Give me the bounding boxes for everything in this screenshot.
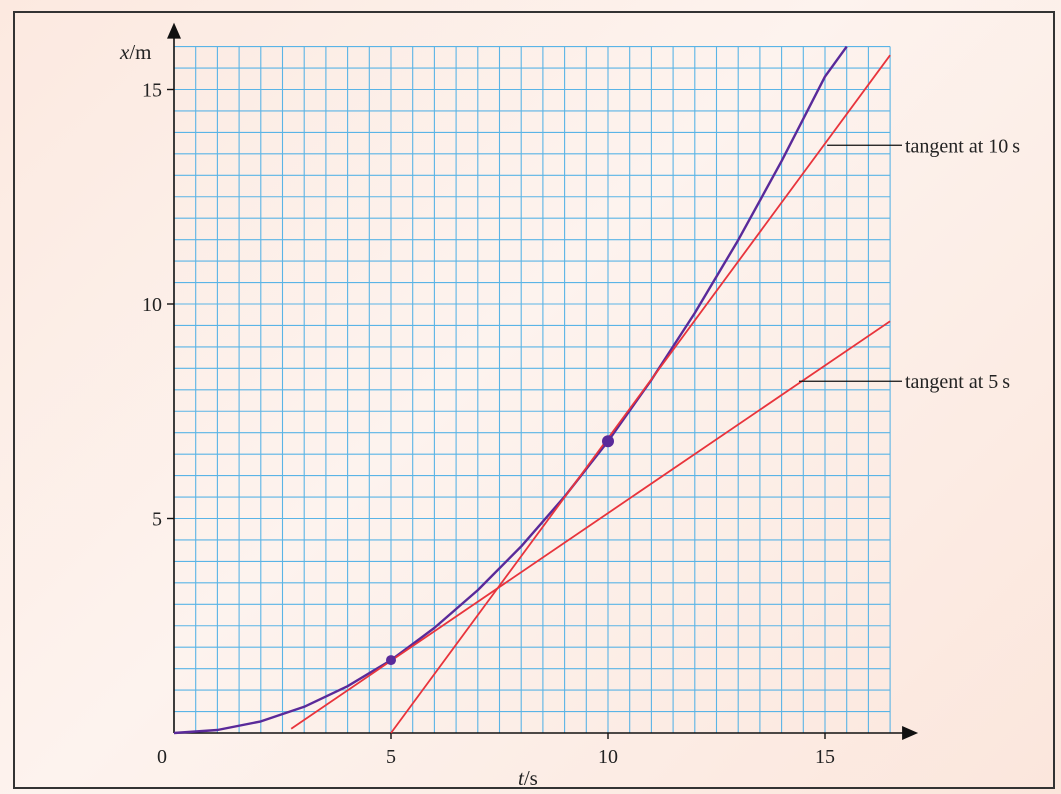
tangent-line (390, 54, 891, 734)
y-axis-unit: /m (129, 40, 151, 64)
annotation-label: tangent at 10 s (905, 135, 1020, 157)
x-axis-variable: t (518, 766, 525, 790)
y-axis-label: x/m (119, 40, 152, 64)
y-tick-label: 5 (152, 509, 162, 531)
x-axis-arrow (902, 726, 919, 740)
y-tick-label: 10 (142, 294, 162, 316)
y-axis-variable: x (119, 40, 130, 64)
figure-frame (13, 11, 1055, 789)
curve-line (173, 45, 848, 735)
origin-label: 0 (157, 746, 167, 768)
curve-point (602, 435, 614, 448)
x-axis-label: t/s (518, 766, 538, 790)
x-axis-unit: /s (524, 766, 538, 790)
tangent-line (290, 320, 891, 730)
annotations: tangent at 10 s tangent at 5 s (798, 135, 1020, 393)
y-axis-arrow (167, 22, 181, 39)
x-tick-label: 10 (598, 746, 618, 768)
grid (173, 46, 891, 734)
axes: 5 10 15 5 10 15 (142, 22, 919, 768)
y-tick-label: 15 (142, 80, 162, 102)
x-tick-label: 15 (815, 746, 835, 768)
annotation-label: tangent at 5 s (905, 371, 1010, 393)
curve-point (386, 655, 396, 666)
series-group (173, 45, 891, 735)
x-tick-label: 5 (386, 746, 396, 768)
